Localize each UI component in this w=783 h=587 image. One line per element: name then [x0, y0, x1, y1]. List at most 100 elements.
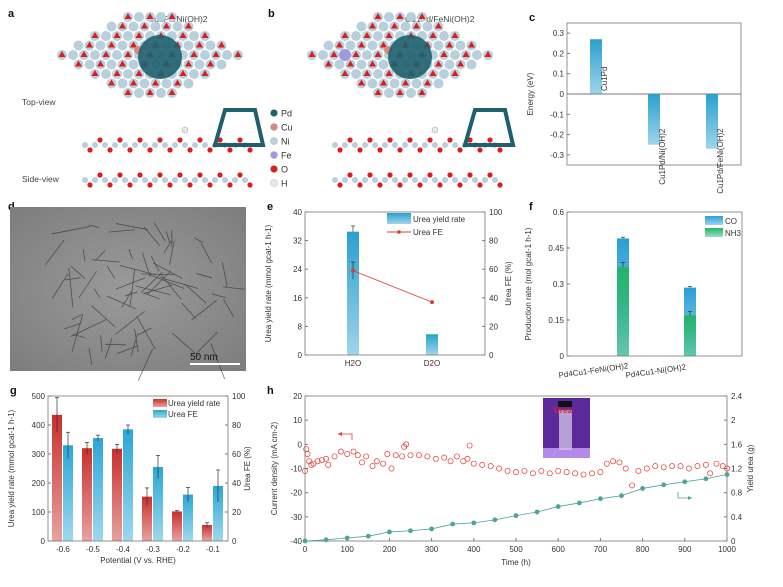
legend-swatch-yield	[387, 213, 411, 224]
o-atom	[152, 79, 159, 86]
bar-Cu1Pd/Ni(OH)2	[648, 94, 660, 145]
bar-Cu1Pd/FeNi(OH)2	[706, 94, 718, 149]
o-atom	[437, 147, 443, 153]
o-atom	[157, 137, 163, 143]
nanosheet-fiber	[142, 252, 151, 277]
current-density-point	[521, 467, 528, 474]
o-atom	[446, 41, 453, 48]
panel-a-title: Cu1Pd/Ni(OH)2	[148, 14, 208, 24]
o-atom	[141, 22, 148, 29]
ni-atom	[439, 31, 449, 41]
x-tick-label: -0.3	[146, 545, 160, 554]
plot-frame	[304, 211, 486, 356]
ni-atom	[84, 59, 95, 70]
fe-line	[352, 270, 433, 303]
nanosheet-fiber	[108, 229, 135, 233]
ni-atom	[142, 177, 148, 183]
legend-swatch	[705, 228, 723, 237]
o-atom	[402, 79, 409, 86]
y-tick-label: 400	[32, 421, 46, 430]
bar-Urea yield rate--0.3	[142, 496, 152, 541]
tem-image: 50 nm	[10, 207, 246, 381]
ni-atom	[82, 177, 88, 183]
o-atom	[457, 182, 463, 188]
o-atom	[124, 51, 132, 57]
ni-atom	[356, 21, 367, 32]
current-density-point	[660, 464, 667, 471]
current-density-point	[470, 460, 477, 467]
ni-atom	[106, 59, 117, 70]
ni-atom	[189, 69, 199, 79]
o-atom	[487, 172, 493, 178]
atom-legend-dot	[270, 165, 278, 173]
o-atom	[363, 70, 371, 76]
nanosheet-fiber	[88, 224, 100, 228]
y-tick-label: 0	[560, 352, 565, 361]
o-atom	[137, 172, 143, 178]
o-atom	[119, 60, 126, 67]
current-density-point	[344, 451, 351, 457]
yield-urea-point	[640, 486, 645, 491]
current-density-point	[464, 455, 471, 462]
o-atom	[212, 51, 220, 57]
y-tick-label: 8	[298, 322, 303, 331]
y2-tick-label: 2.4	[731, 392, 743, 401]
o-atom	[91, 32, 99, 38]
current-density-point	[363, 453, 370, 460]
o-atom	[97, 172, 103, 178]
ni-atom	[92, 177, 98, 183]
nanosheet-fiber	[141, 273, 174, 276]
plot-frame	[47, 395, 229, 542]
o-atom	[113, 32, 121, 38]
bar-Cu1Pd	[590, 39, 602, 94]
o-atom	[437, 182, 443, 188]
current-density-point	[629, 482, 636, 489]
bar-Urea FE--0.1	[213, 485, 223, 541]
x-tick-label: 600	[552, 545, 566, 554]
nanosheet-fiber	[71, 314, 82, 320]
o-atom	[347, 172, 353, 178]
nanosheet-fiber	[153, 222, 166, 241]
bar-Urea yield rate--0.6	[52, 414, 62, 541]
current-density-point	[677, 463, 684, 470]
ni-atom	[182, 177, 188, 183]
structure-cu1pd-feni-oh2	[307, 12, 516, 188]
atom-legend-label: Fe	[281, 151, 292, 161]
o-atom	[168, 13, 176, 19]
yield-urea-point	[576, 500, 582, 506]
nanosheet-fiber	[104, 337, 113, 359]
current-density-point	[555, 467, 562, 474]
ni-atom	[152, 177, 158, 183]
o-atom	[468, 41, 475, 48]
o-atom	[457, 60, 464, 67]
y2-axis-label: Yield urea (g)	[746, 444, 755, 492]
yield-urea-point	[429, 526, 434, 532]
o-atom	[146, 13, 154, 19]
ni-atom	[452, 177, 458, 183]
legend-label: NH3	[725, 229, 742, 238]
nanosheet-fiber	[68, 267, 74, 308]
x-tick-label: -0.1	[206, 545, 220, 554]
current-density-point	[529, 470, 536, 477]
current-density-point	[447, 458, 454, 465]
o-atom	[201, 32, 209, 38]
x-tick-label: 100	[341, 545, 355, 554]
nanosheet-fiber	[146, 270, 172, 295]
o-atom	[336, 41, 343, 48]
yield-urea-point	[619, 493, 624, 499]
o-atom	[107, 147, 113, 153]
ni-atom	[101, 31, 111, 41]
nanosheet-fiber	[88, 348, 93, 365]
nanosheet-fiber	[196, 331, 218, 353]
o-atom	[397, 182, 403, 188]
ni-atom	[362, 177, 368, 183]
current-density-point	[354, 452, 361, 459]
nanosheet-fiber	[114, 311, 145, 335]
o-atom	[435, 22, 442, 29]
pd-cluster	[138, 35, 182, 79]
nanosheet-fiber	[149, 274, 185, 289]
y-tick-label: 0	[560, 90, 565, 99]
ni-atom	[112, 142, 118, 148]
o-atom	[179, 70, 187, 76]
bar-Urea yield rate--0.5	[82, 448, 92, 541]
